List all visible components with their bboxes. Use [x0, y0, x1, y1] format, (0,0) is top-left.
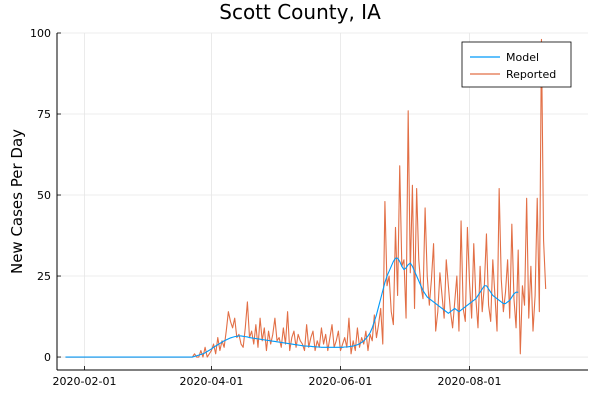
y-tick-label: 100 [30, 27, 51, 40]
legend-label: Model [506, 51, 539, 64]
y-axis-ticks: 0 25 50 75 100 [30, 27, 61, 364]
y-tick-label: 75 [37, 108, 51, 121]
x-tick-label: 2020-06-01 [309, 375, 373, 388]
y-axis-label: New Cases Per Day [8, 129, 26, 274]
legend-box [461, 41, 572, 88]
chart-title: Scott County, IA [219, 0, 381, 24]
x-tick-label: 2020-02-01 [53, 375, 117, 388]
axes [56, 33, 588, 371]
grid-lines [57, 32, 588, 370]
y-tick-label: 50 [37, 189, 51, 202]
y-tick-label: 0 [44, 351, 51, 364]
x-tick-label: 2020-08-01 [438, 375, 502, 388]
legend: Model Reported [461, 41, 572, 88]
series-line-model [65, 257, 519, 358]
x-axis-ticks: 2020-02-01 2020-04-01 2020-06-01 2020-08-01 [53, 366, 502, 388]
legend-label: Reported [506, 68, 556, 81]
y-tick-label: 25 [37, 270, 51, 283]
series-group [65, 38, 547, 358]
x-tick-label: 2020-04-01 [179, 375, 243, 388]
